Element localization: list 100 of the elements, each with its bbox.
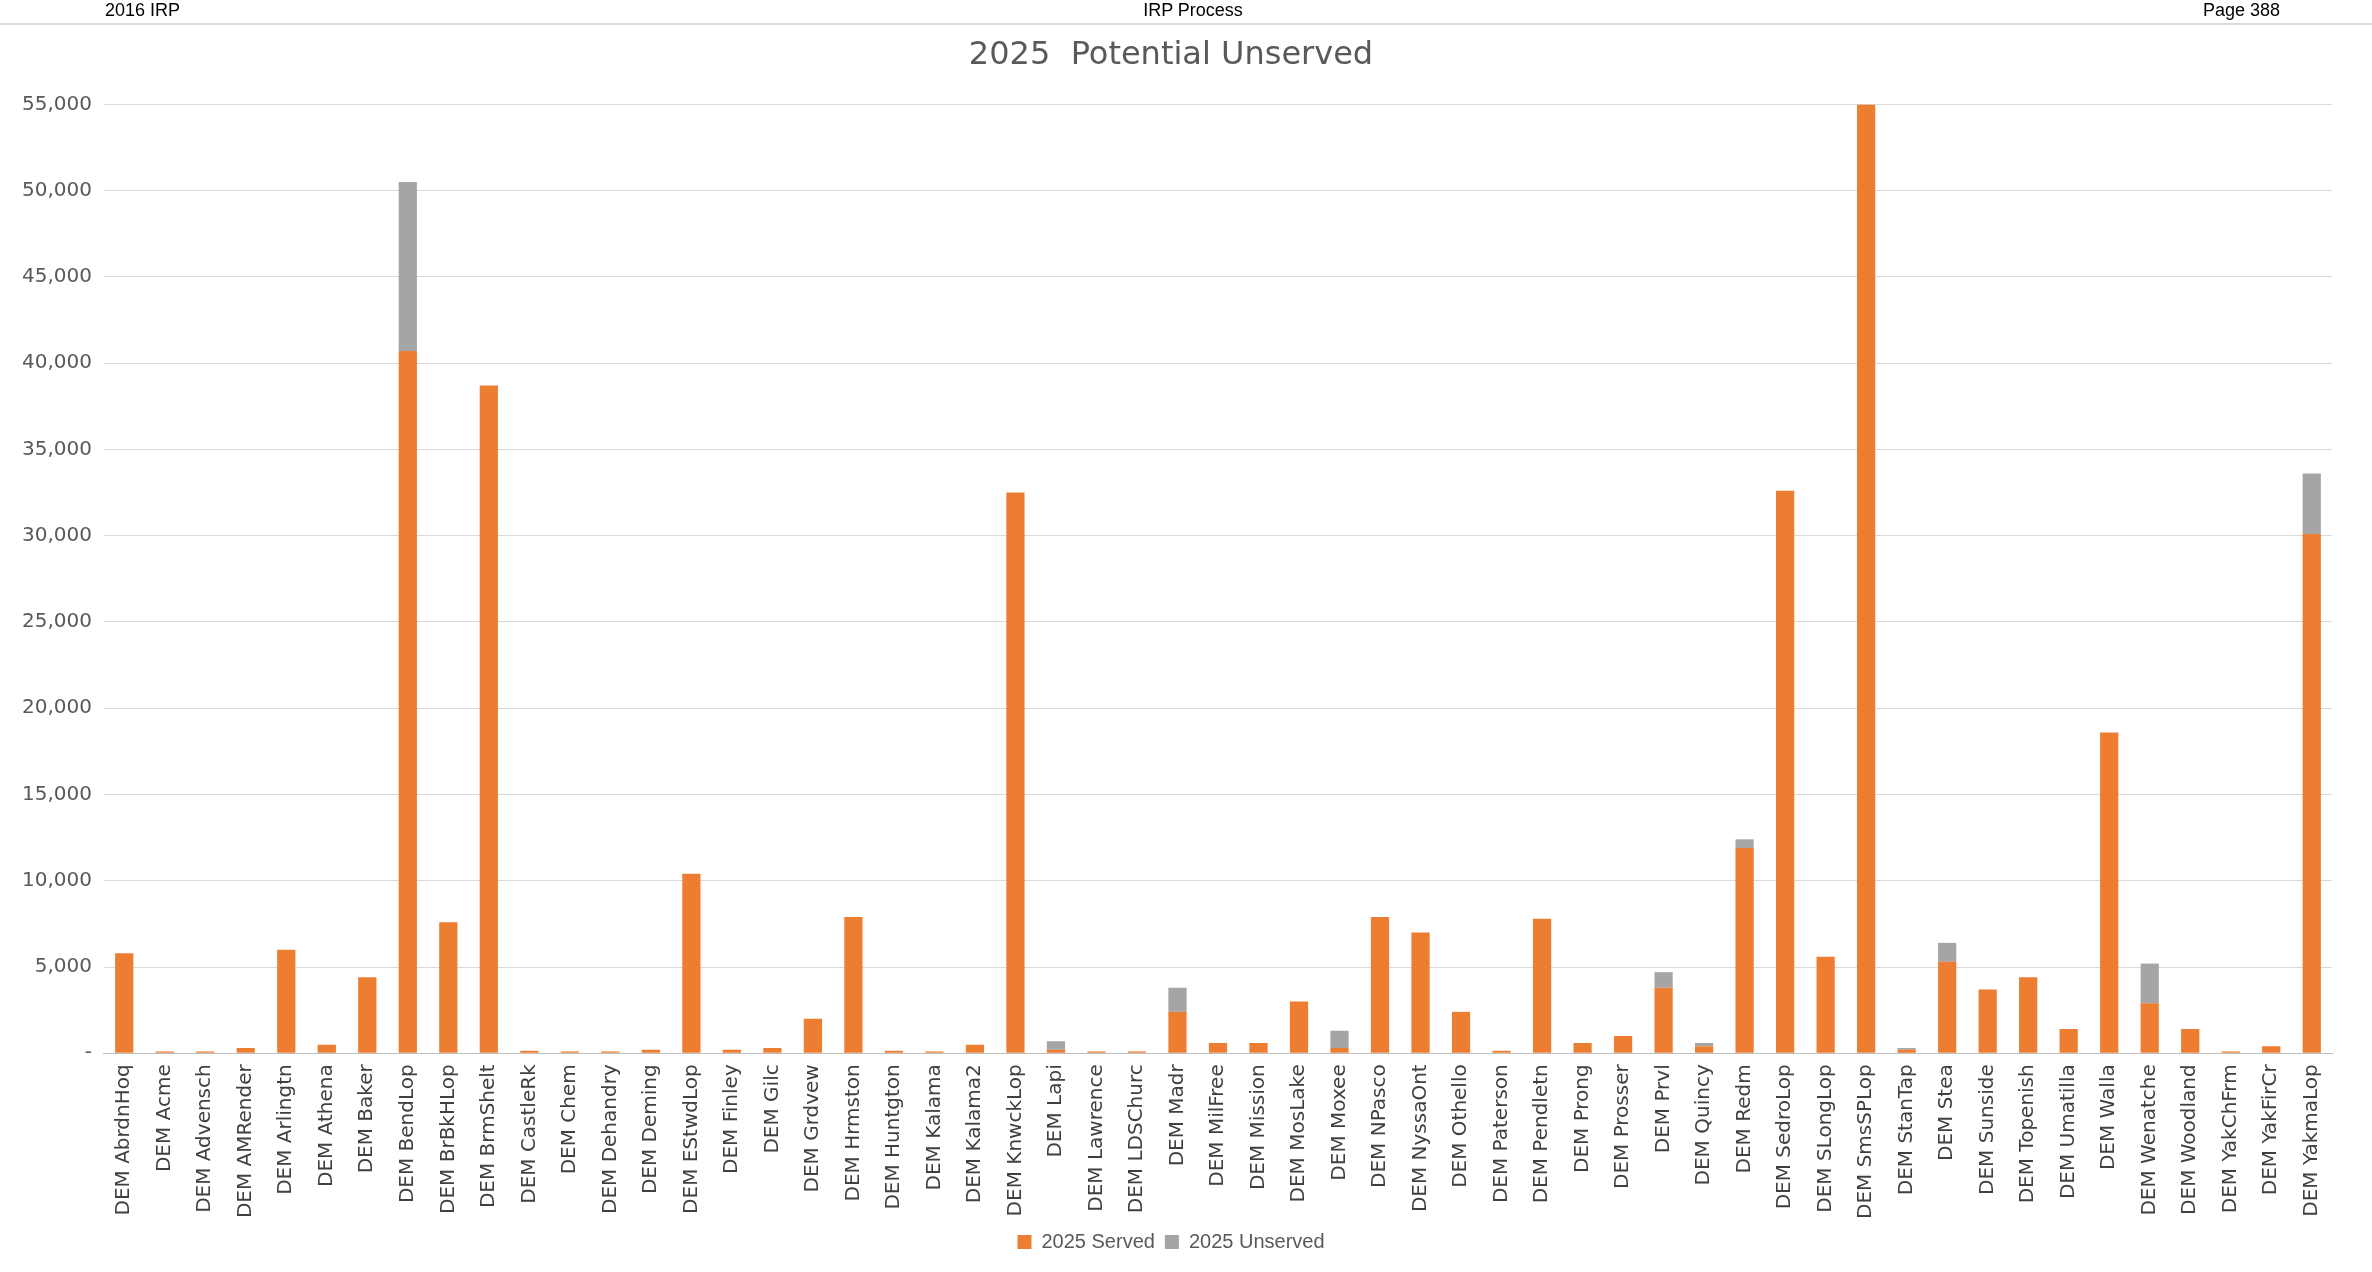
x-tick-label: DEM Kalama2 xyxy=(961,1064,986,1204)
x-tick-label: DEM Stea xyxy=(1933,1064,1958,1162)
x-tick-label: DEM Lapi xyxy=(1042,1064,1067,1158)
x-tick-label: DEM Advensch xyxy=(191,1064,216,1213)
bar xyxy=(2262,1046,2281,1053)
x-tick-label: DEM Walla xyxy=(2095,1064,2120,1171)
x-tick-label: DEM Umatilla xyxy=(2054,1064,2079,1200)
y-tick-label: 35,000 xyxy=(22,435,92,460)
bar xyxy=(1330,1048,1349,1053)
legend-label: 2025 Served xyxy=(1041,1229,1155,1252)
bar xyxy=(1006,492,1025,1053)
bar xyxy=(1613,1036,1633,1053)
bar xyxy=(1857,104,1876,1053)
x-tick-label: DEM Paterson xyxy=(1487,1064,1512,1204)
x-tick-label: DEM Mission xyxy=(1244,1064,1269,1191)
bar xyxy=(844,916,863,1053)
y-tick-label: 5,000 xyxy=(34,953,92,978)
bar xyxy=(2059,1029,2078,1053)
y-tick-label: 45,000 xyxy=(22,263,92,288)
bar xyxy=(1978,989,1997,1053)
bar xyxy=(965,1044,985,1053)
x-tick-label: DEM SedroLop xyxy=(1771,1064,1796,1210)
x-tick-label: DEM Deming xyxy=(637,1064,662,1195)
y-tick-label: 40,000 xyxy=(22,349,92,374)
x-tick-label: DEM YakFirCr xyxy=(2257,1063,2282,1196)
y-tick-label: 50,000 xyxy=(22,176,92,201)
y-tick-label: 20,000 xyxy=(22,694,92,719)
y-tick-label: - xyxy=(84,1039,92,1064)
bar xyxy=(763,1048,782,1053)
bar xyxy=(641,1049,660,1053)
y-tick-label: 30,000 xyxy=(22,521,92,546)
x-tick-label: DEM YakChFrm xyxy=(2216,1064,2241,1214)
x-tick-label: DEM Pendletn xyxy=(1528,1064,1553,1204)
bar xyxy=(722,1049,741,1053)
bar xyxy=(2181,1029,2200,1053)
bar xyxy=(1735,839,1754,848)
x-tick-label: DEM AMRender xyxy=(231,1063,256,1219)
x-tick-label: DEM Quincy xyxy=(1690,1064,1715,1186)
x-tick-label: DEM EStwdLop xyxy=(677,1064,702,1214)
bar xyxy=(398,182,417,352)
x-tick-label: DEM StanTap xyxy=(1892,1064,1917,1196)
x-tick-label: DEM Chem xyxy=(556,1064,581,1175)
bar xyxy=(1816,956,1835,1053)
bar xyxy=(1938,961,1957,1053)
bar xyxy=(2100,732,2119,1053)
bar xyxy=(1370,916,1390,1053)
x-tick-label: DEM Topenish xyxy=(2014,1064,2039,1204)
bar xyxy=(236,1048,255,1053)
bar xyxy=(358,977,377,1053)
bar xyxy=(115,953,134,1053)
x-tick-label: DEM KnwckLop xyxy=(1001,1064,1026,1217)
x-tick-label: DEM Woodland xyxy=(2176,1064,2201,1215)
bar xyxy=(439,922,458,1053)
x-tick-label: DEM NPasco xyxy=(1366,1064,1391,1188)
x-tick-label: DEM Grdvew xyxy=(799,1064,824,1193)
bar xyxy=(1330,1030,1349,1049)
x-tick-label: DEM MilFree xyxy=(1204,1064,1229,1187)
bar xyxy=(1694,1046,1714,1053)
x-tick-label: DEM Gilc xyxy=(758,1064,783,1154)
bar xyxy=(2140,1003,2159,1053)
x-tick-label: DEM LDSChurc xyxy=(1123,1064,1148,1214)
bar xyxy=(884,1050,904,1053)
y-tick-label: 25,000 xyxy=(22,608,92,633)
x-tick-label: DEM Arlingtn xyxy=(272,1064,297,1195)
bar xyxy=(398,351,417,1053)
bar xyxy=(2302,473,2321,534)
x-tick-label: DEM SLongLop xyxy=(1811,1064,1836,1213)
bar xyxy=(1208,1042,1228,1053)
x-tick-label: DEM SmsSPLop xyxy=(1852,1064,1877,1220)
x-tick-label: DEM Athena xyxy=(312,1064,337,1188)
bar xyxy=(803,1018,823,1053)
bar xyxy=(1168,1011,1187,1053)
bar xyxy=(1776,490,1795,1053)
x-tick-label: DEM Wenatche xyxy=(2135,1064,2160,1216)
bar xyxy=(1492,1050,1511,1053)
bar xyxy=(1249,1042,1268,1053)
x-tick-label: DEM Redm xyxy=(1730,1064,1755,1174)
x-tick-label: DEM YakmaLop xyxy=(2297,1064,2322,1217)
x-tick-label: DEM Madr xyxy=(1163,1063,1188,1167)
bar xyxy=(2140,963,2159,1004)
bar xyxy=(2302,533,2321,1053)
bar xyxy=(1168,987,1187,1012)
x-tick-label: DEM Sunside xyxy=(1973,1064,1998,1195)
bar xyxy=(1046,1041,1066,1050)
bar xyxy=(520,1050,539,1053)
x-tick-label: DEM Huntgton xyxy=(880,1064,905,1210)
bar xyxy=(1046,1049,1066,1053)
x-tick-label: DEM BendLop xyxy=(394,1064,418,1204)
text: 2016 IRP xyxy=(105,0,181,20)
x-tick-label: DEM Moxee xyxy=(1325,1064,1350,1181)
bar xyxy=(1451,1011,1471,1053)
bar xyxy=(1411,932,1430,1053)
x-tick-label: DEM AbrdnHoq xyxy=(110,1064,135,1216)
bar xyxy=(277,949,296,1053)
x-tick-label: DEM Finley xyxy=(718,1064,743,1174)
x-tick-label: DEM Prosser xyxy=(1609,1063,1634,1190)
y-tick-label: 55,000 xyxy=(22,90,92,115)
x-tick-label: DEM Baker xyxy=(353,1063,378,1174)
bar xyxy=(1654,987,1673,1053)
x-tick-label: DEM Kalama xyxy=(920,1064,945,1191)
